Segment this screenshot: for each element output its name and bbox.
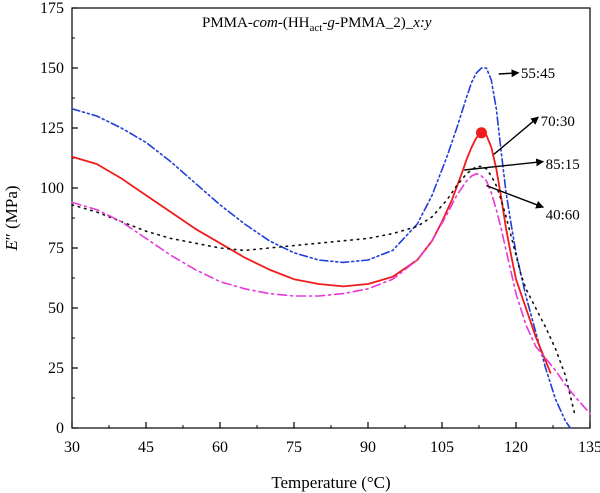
y-axis-label: E″ (MPa) <box>2 185 21 251</box>
y-tick-label: 150 <box>40 60 64 77</box>
chart-title: PMMA-com-(HHact-g-PMMA_2)_x:y <box>202 15 432 34</box>
plot-area-frame <box>71 7 591 429</box>
series-line-55-45 <box>71 67 572 429</box>
y-tick-label: 100 <box>40 180 64 197</box>
x-tick-label: 45 <box>138 439 154 456</box>
annotation-arrow <box>486 184 545 209</box>
peak-marker <box>475 127 487 139</box>
series-label-55-45: 55:45 <box>521 66 555 82</box>
x-tick-label: 30 <box>64 439 80 456</box>
y-tick-label: 50 <box>48 300 64 317</box>
x-tick-label: 90 <box>360 439 376 456</box>
y-axis-ticks: 0 25 50 75 100 125 150 175 <box>40 0 78 437</box>
x-tick-label: 60 <box>212 439 228 456</box>
series-layer <box>71 67 591 429</box>
x-tick-label: 120 <box>504 439 528 456</box>
y-tick-label: 175 <box>40 0 64 17</box>
annotation-arrow <box>498 69 520 78</box>
series-line-70-30 <box>71 131 552 374</box>
series-line-40-60 <box>71 172 591 415</box>
x-tick-label: 135 <box>578 439 600 456</box>
y-tick-label: 125 <box>40 120 64 137</box>
annotations: 55:45 70:30 85:15 40:60 <box>464 66 580 223</box>
annotation-arrow <box>493 116 539 155</box>
series-label-85-15: 85:15 <box>546 157 580 173</box>
x-axis-label: Temperature (°C) <box>271 473 390 492</box>
x-axis-ticks: 30 45 60 75 90 105 120 135 <box>64 422 600 456</box>
y-tick-label: 25 <box>48 360 64 377</box>
annotation-arrow <box>464 158 545 171</box>
x-tick-label: 75 <box>286 439 302 456</box>
series-label-70-30: 70:30 <box>541 114 575 130</box>
y-tick-label: 75 <box>48 240 64 257</box>
x-tick-label: 105 <box>430 439 454 456</box>
series-label-40-60: 40:60 <box>546 207 580 223</box>
series-line-85-15 <box>71 165 576 417</box>
y-tick-label: 0 <box>56 420 64 437</box>
